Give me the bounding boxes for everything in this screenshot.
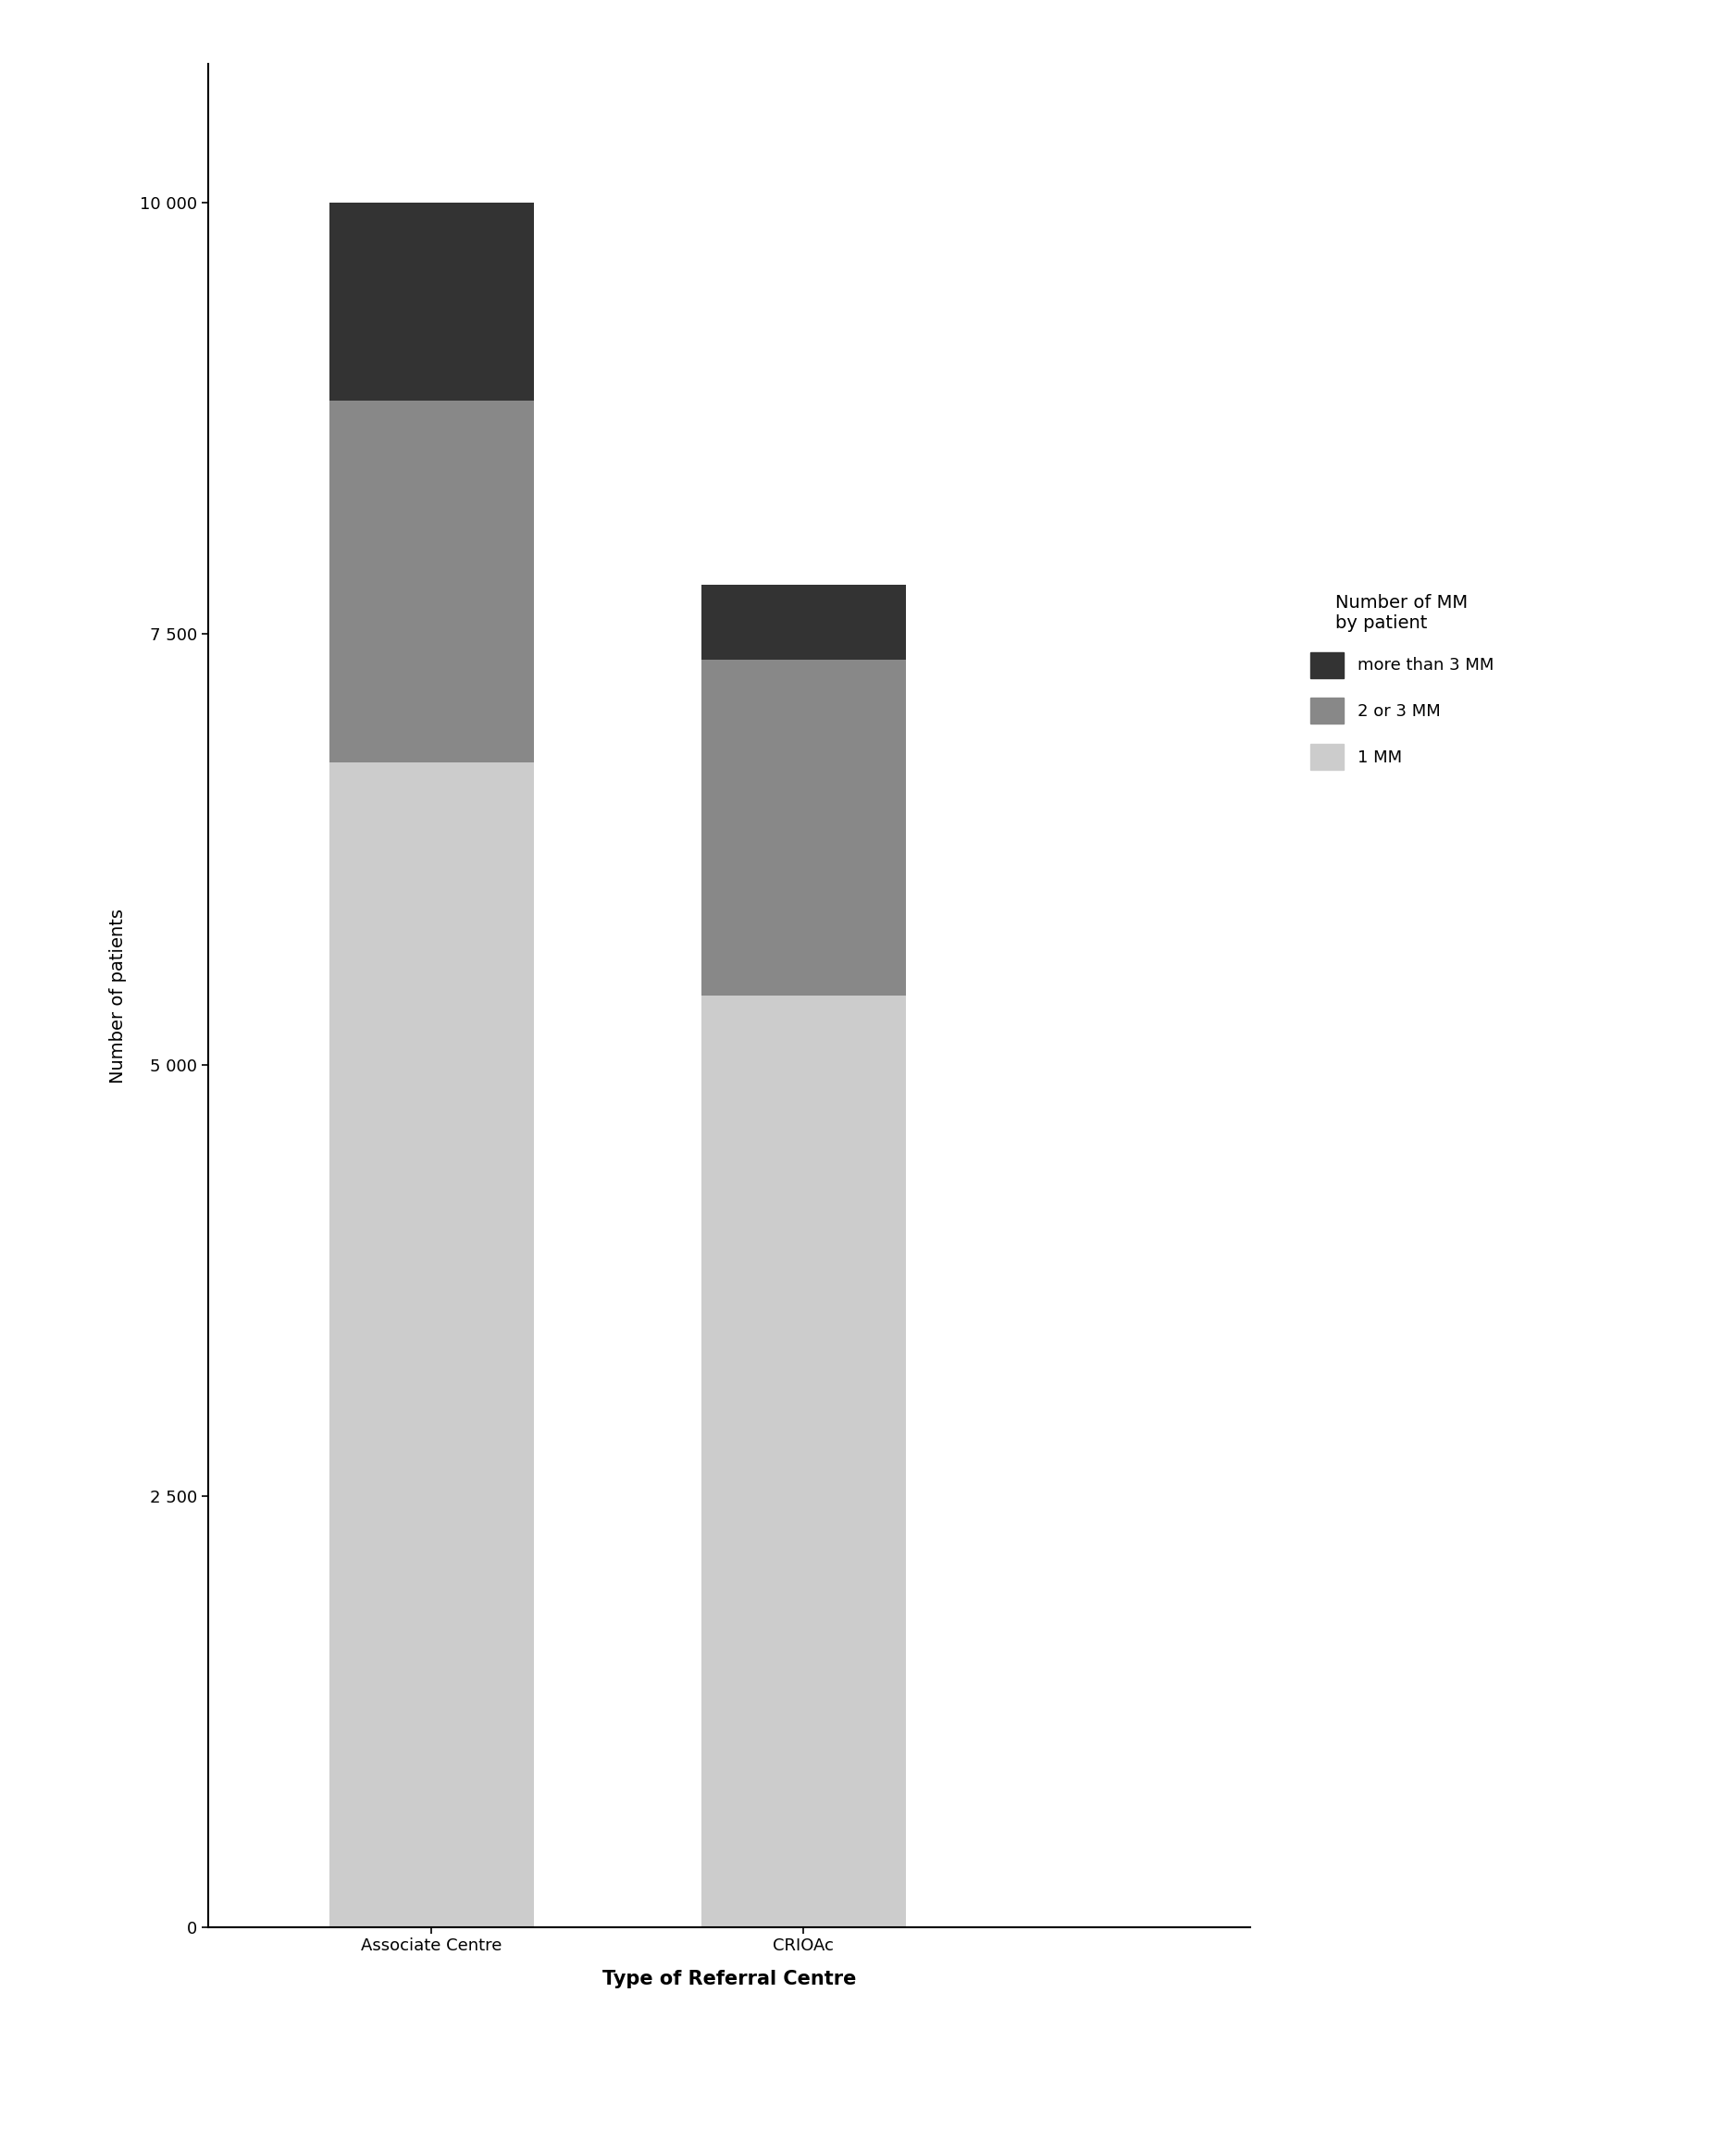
Legend: more than 3 MM, 2 or 3 MM, 1 MM: more than 3 MM, 2 or 3 MM, 1 MM xyxy=(1311,595,1493,769)
Y-axis label: Number of patients: Number of patients xyxy=(109,908,127,1083)
Bar xyxy=(701,996,906,1927)
X-axis label: Type of Referral Centre: Type of Referral Centre xyxy=(602,1970,856,1989)
Bar xyxy=(701,659,906,996)
Bar xyxy=(330,762,533,1927)
Bar xyxy=(330,400,533,762)
Bar xyxy=(330,201,533,400)
Bar xyxy=(701,584,906,659)
